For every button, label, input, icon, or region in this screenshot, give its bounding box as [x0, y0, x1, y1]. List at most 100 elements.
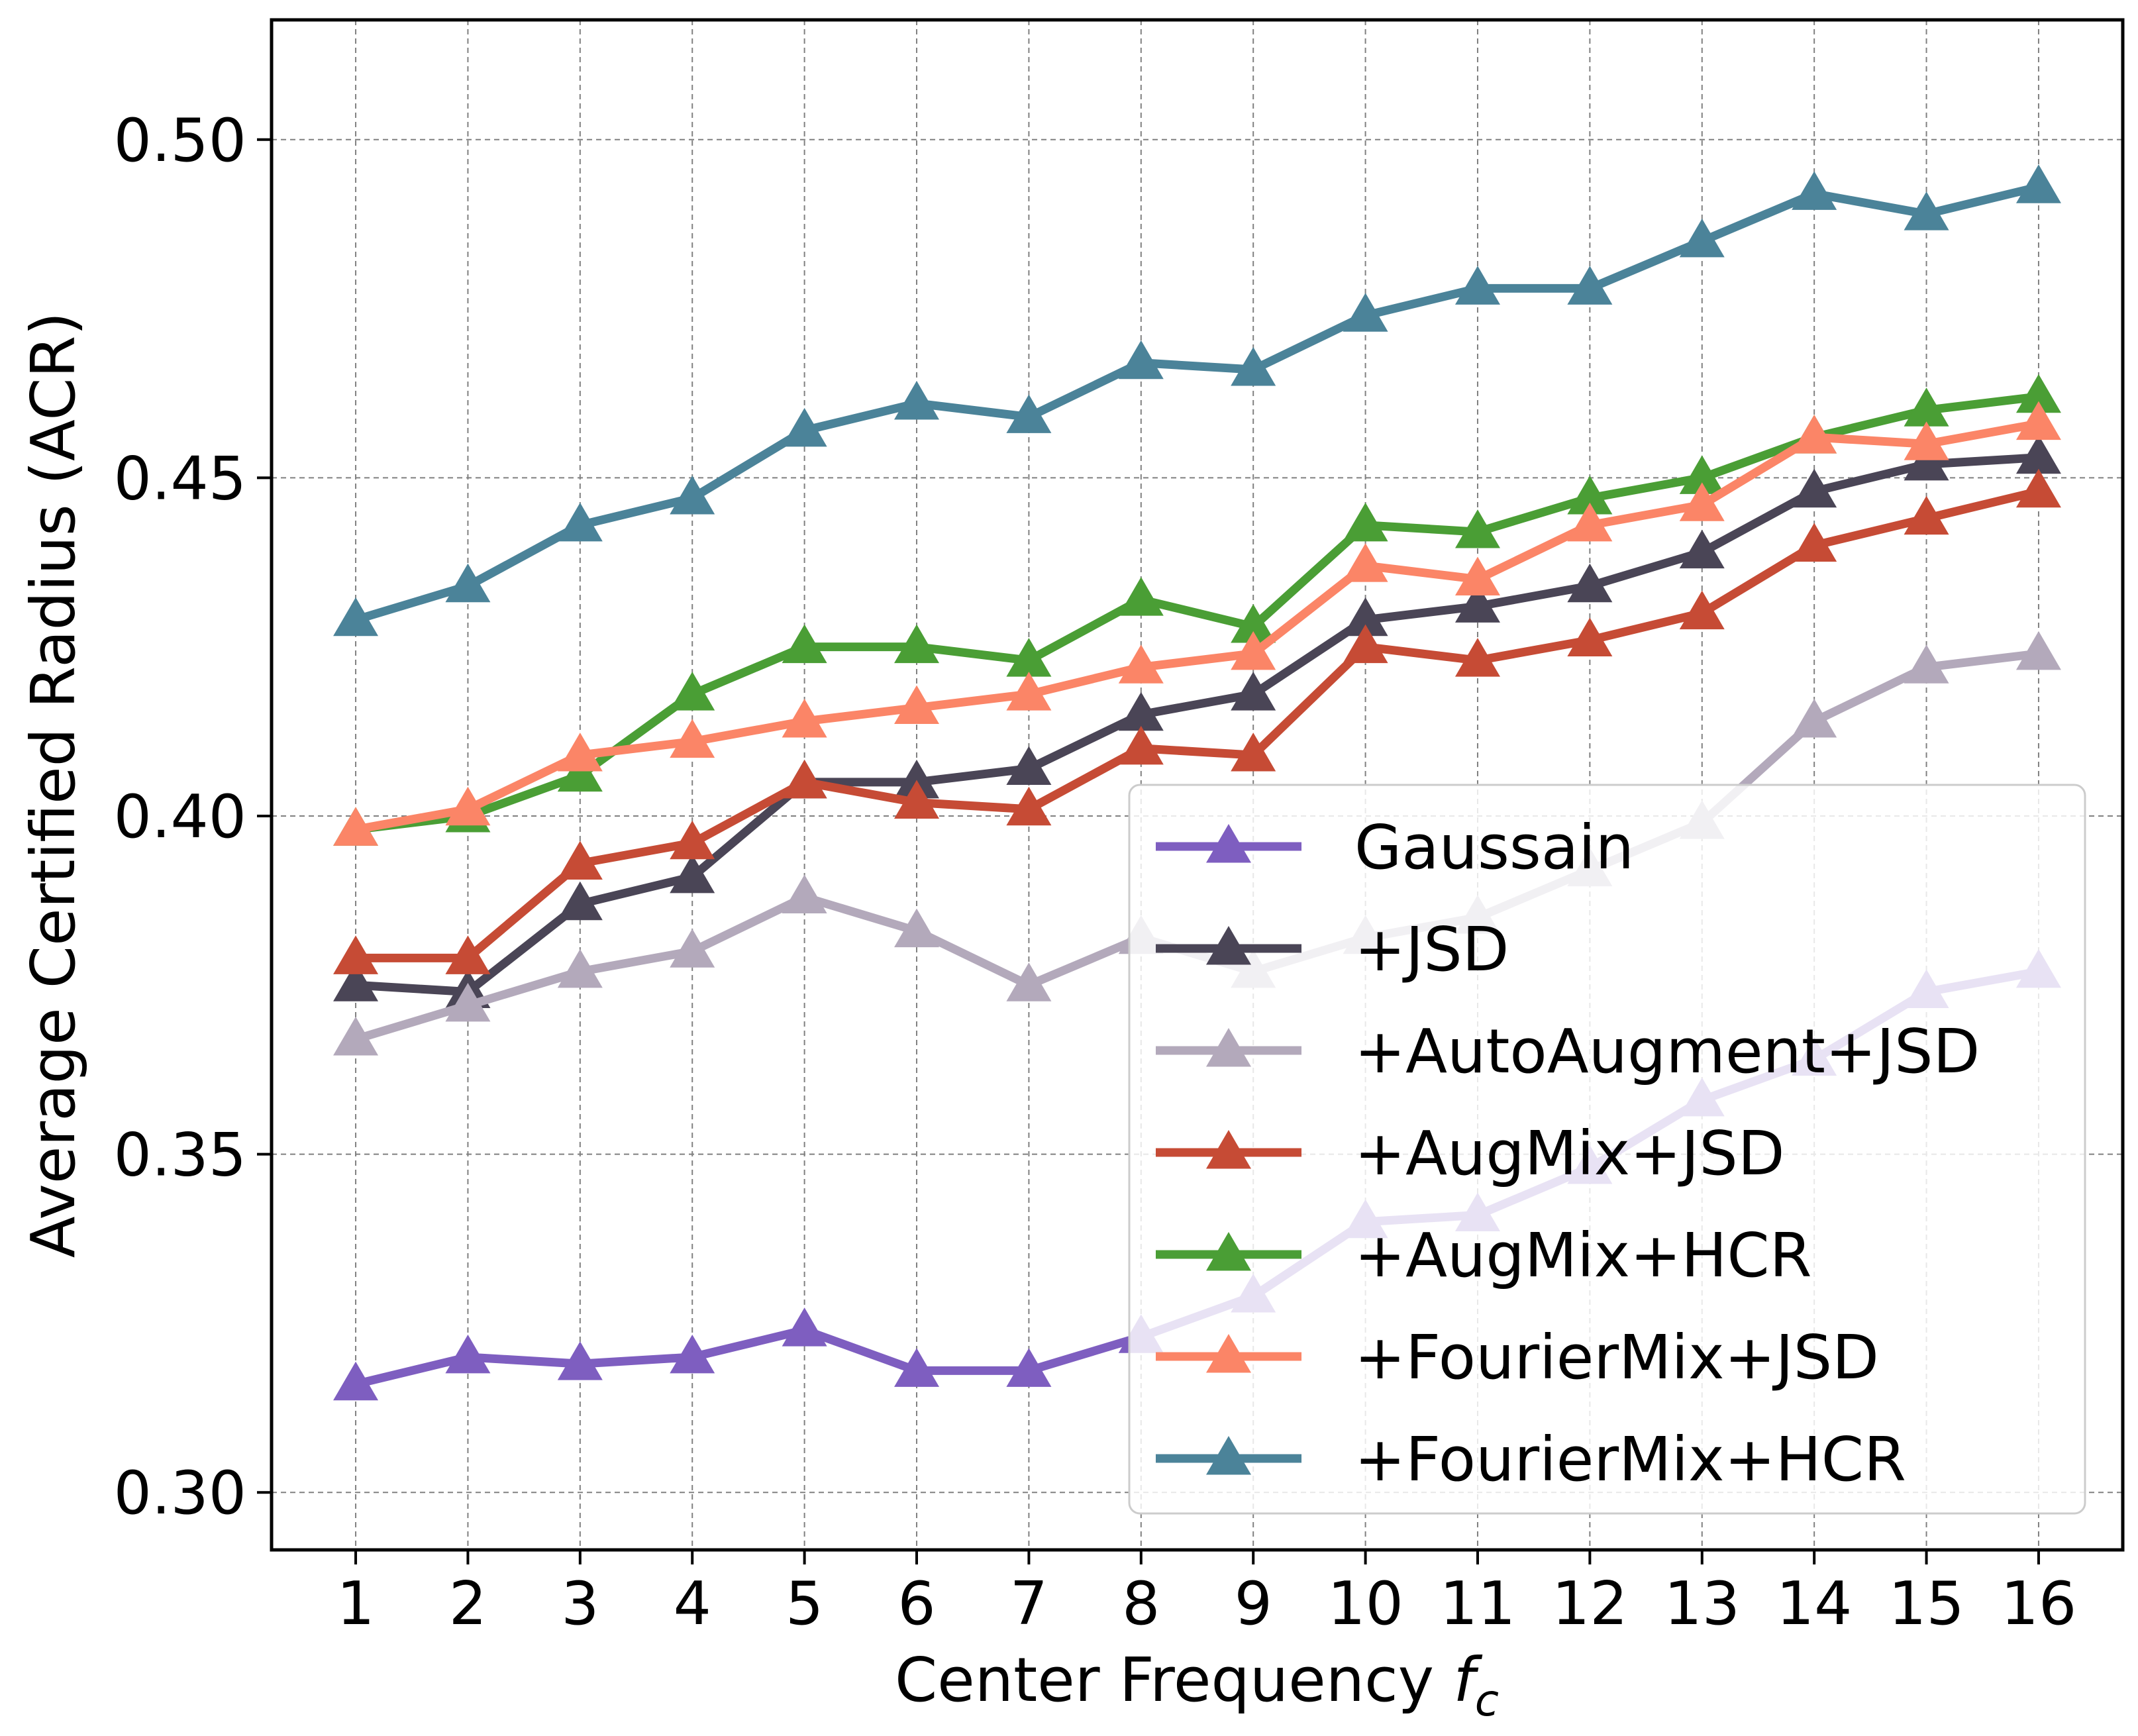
- data-point: [445, 982, 491, 1022]
- data-point: [1118, 644, 1164, 684]
- y-tick-label: 0.45: [114, 444, 246, 513]
- legend-entry: +AutoAugment+JSD: [1156, 1016, 1980, 1087]
- data-point: [1679, 455, 1725, 494]
- data-point: [1679, 482, 1725, 521]
- series-line: [355, 392, 2039, 834]
- legend-swatch-marker: [1206, 824, 1251, 863]
- data-point: [1454, 638, 1500, 677]
- x-tick-label: 13: [1664, 1569, 1741, 1639]
- series-line: [354, 182, 2040, 625]
- data-point: [1006, 672, 1052, 711]
- data-point: [1904, 495, 1949, 535]
- series-line: [355, 453, 2039, 996]
- x-tick-label: 10: [1327, 1569, 1403, 1639]
- data-point: [1792, 171, 1837, 210]
- data-point: [557, 1341, 603, 1380]
- legend-entry: Gaussain: [1156, 812, 1634, 883]
- x-axis: 1 2 3 4 5 6 7 8 9 10 11 12 13 14 15 16: [336, 1550, 2076, 1639]
- series-3: [333, 468, 2061, 974]
- data-point: [557, 841, 603, 880]
- data-point: [1792, 523, 1837, 562]
- data-point: [1567, 476, 1613, 515]
- data-point: [1343, 502, 1388, 542]
- data-point: [1231, 631, 1276, 670]
- data-point: [1006, 394, 1052, 433]
- data-point: [1904, 387, 1949, 427]
- data-point: [1679, 529, 1725, 569]
- data-point: [1006, 638, 1052, 677]
- plot-frame: [270, 18, 2125, 1552]
- y-tick-label: 0.35: [114, 1121, 246, 1190]
- data-point: [1904, 441, 1949, 481]
- x-tick-label: 2: [449, 1569, 487, 1639]
- x-tick-label: 6: [897, 1569, 935, 1639]
- legend-label: +FourierMix+HCR: [1354, 1424, 1906, 1495]
- data-point: [445, 1334, 491, 1374]
- x-tick-label: 8: [1122, 1569, 1160, 1639]
- data-point: [782, 759, 827, 799]
- data-point: [1006, 746, 1052, 785]
- legend-box: [1128, 784, 2086, 1515]
- data-point: [2015, 401, 2061, 440]
- x-axis-label: Center Frequency fc: [895, 1645, 1499, 1726]
- data-point: [670, 476, 715, 515]
- data-point: [1567, 617, 1613, 656]
- data-point: [1567, 563, 1613, 603]
- x-tick-label: 7: [1010, 1569, 1048, 1639]
- data-point: [333, 1361, 379, 1401]
- data-point: [1904, 421, 1949, 460]
- data-point: [1231, 346, 1276, 386]
- data-point: [1231, 733, 1276, 772]
- data-point: [1118, 725, 1164, 765]
- data-point: [894, 624, 940, 664]
- legend-entry: +JSD: [1156, 914, 1509, 985]
- legend-label: +JSD: [1354, 914, 1509, 985]
- data-point: [894, 780, 940, 819]
- data-point: [782, 874, 827, 914]
- data-point: [1343, 293, 1388, 332]
- series-line: [354, 419, 2040, 834]
- data-point: [1454, 266, 1500, 305]
- data-point: [1006, 786, 1052, 826]
- y-tick-label: 0.40: [114, 782, 246, 852]
- legend-swatch-marker: [1206, 1028, 1251, 1067]
- y-tick-label: 0.30: [114, 1458, 246, 1528]
- y-axis: 0.30 0.35 0.40 0.45 0.50: [114, 106, 272, 1528]
- data-point: [1231, 672, 1276, 711]
- data-point: [1792, 468, 1837, 508]
- data-point: [894, 1348, 940, 1387]
- data-point: [2015, 434, 2061, 474]
- data-point: [333, 935, 379, 974]
- x-tick-label: 5: [786, 1569, 823, 1639]
- data-point: [1792, 415, 1837, 454]
- data-point: [1343, 597, 1388, 637]
- data-point: [894, 381, 940, 420]
- data-point: [2015, 631, 2061, 670]
- data-point: [1454, 556, 1500, 596]
- data-point: [445, 935, 491, 974]
- data-point: [445, 786, 491, 826]
- y-axis-label: Average Certified Radius (ACR): [18, 312, 89, 1258]
- data-point: [1118, 577, 1164, 616]
- legend-swatch-marker: [1206, 926, 1251, 965]
- legend-items: Gaussain +JSD +AutoAugment+JSD +AugMix+JSD +…: [1156, 812, 1980, 1495]
- data-point: [2015, 468, 2061, 508]
- data-point: [670, 719, 715, 758]
- data-point: [670, 854, 715, 894]
- legend-entry: +FourierMix+JSD: [1156, 1322, 1879, 1393]
- data-point: [1343, 543, 1388, 582]
- data-point: [445, 563, 491, 603]
- x-tick-label: 1: [336, 1569, 374, 1639]
- legend-label: +AutoAugment+JSD: [1354, 1016, 1980, 1087]
- legend-swatch-marker: [1206, 1232, 1251, 1271]
- data-point: [894, 685, 940, 725]
- data-point: [557, 752, 603, 792]
- data-point: [1343, 624, 1388, 664]
- data-point: [1679, 218, 1725, 258]
- data-point: [1006, 962, 1052, 1001]
- data-point: [333, 1016, 379, 1056]
- series-line: [356, 487, 2040, 962]
- data-point: [1231, 604, 1276, 643]
- x-tick-label: 3: [561, 1569, 599, 1639]
